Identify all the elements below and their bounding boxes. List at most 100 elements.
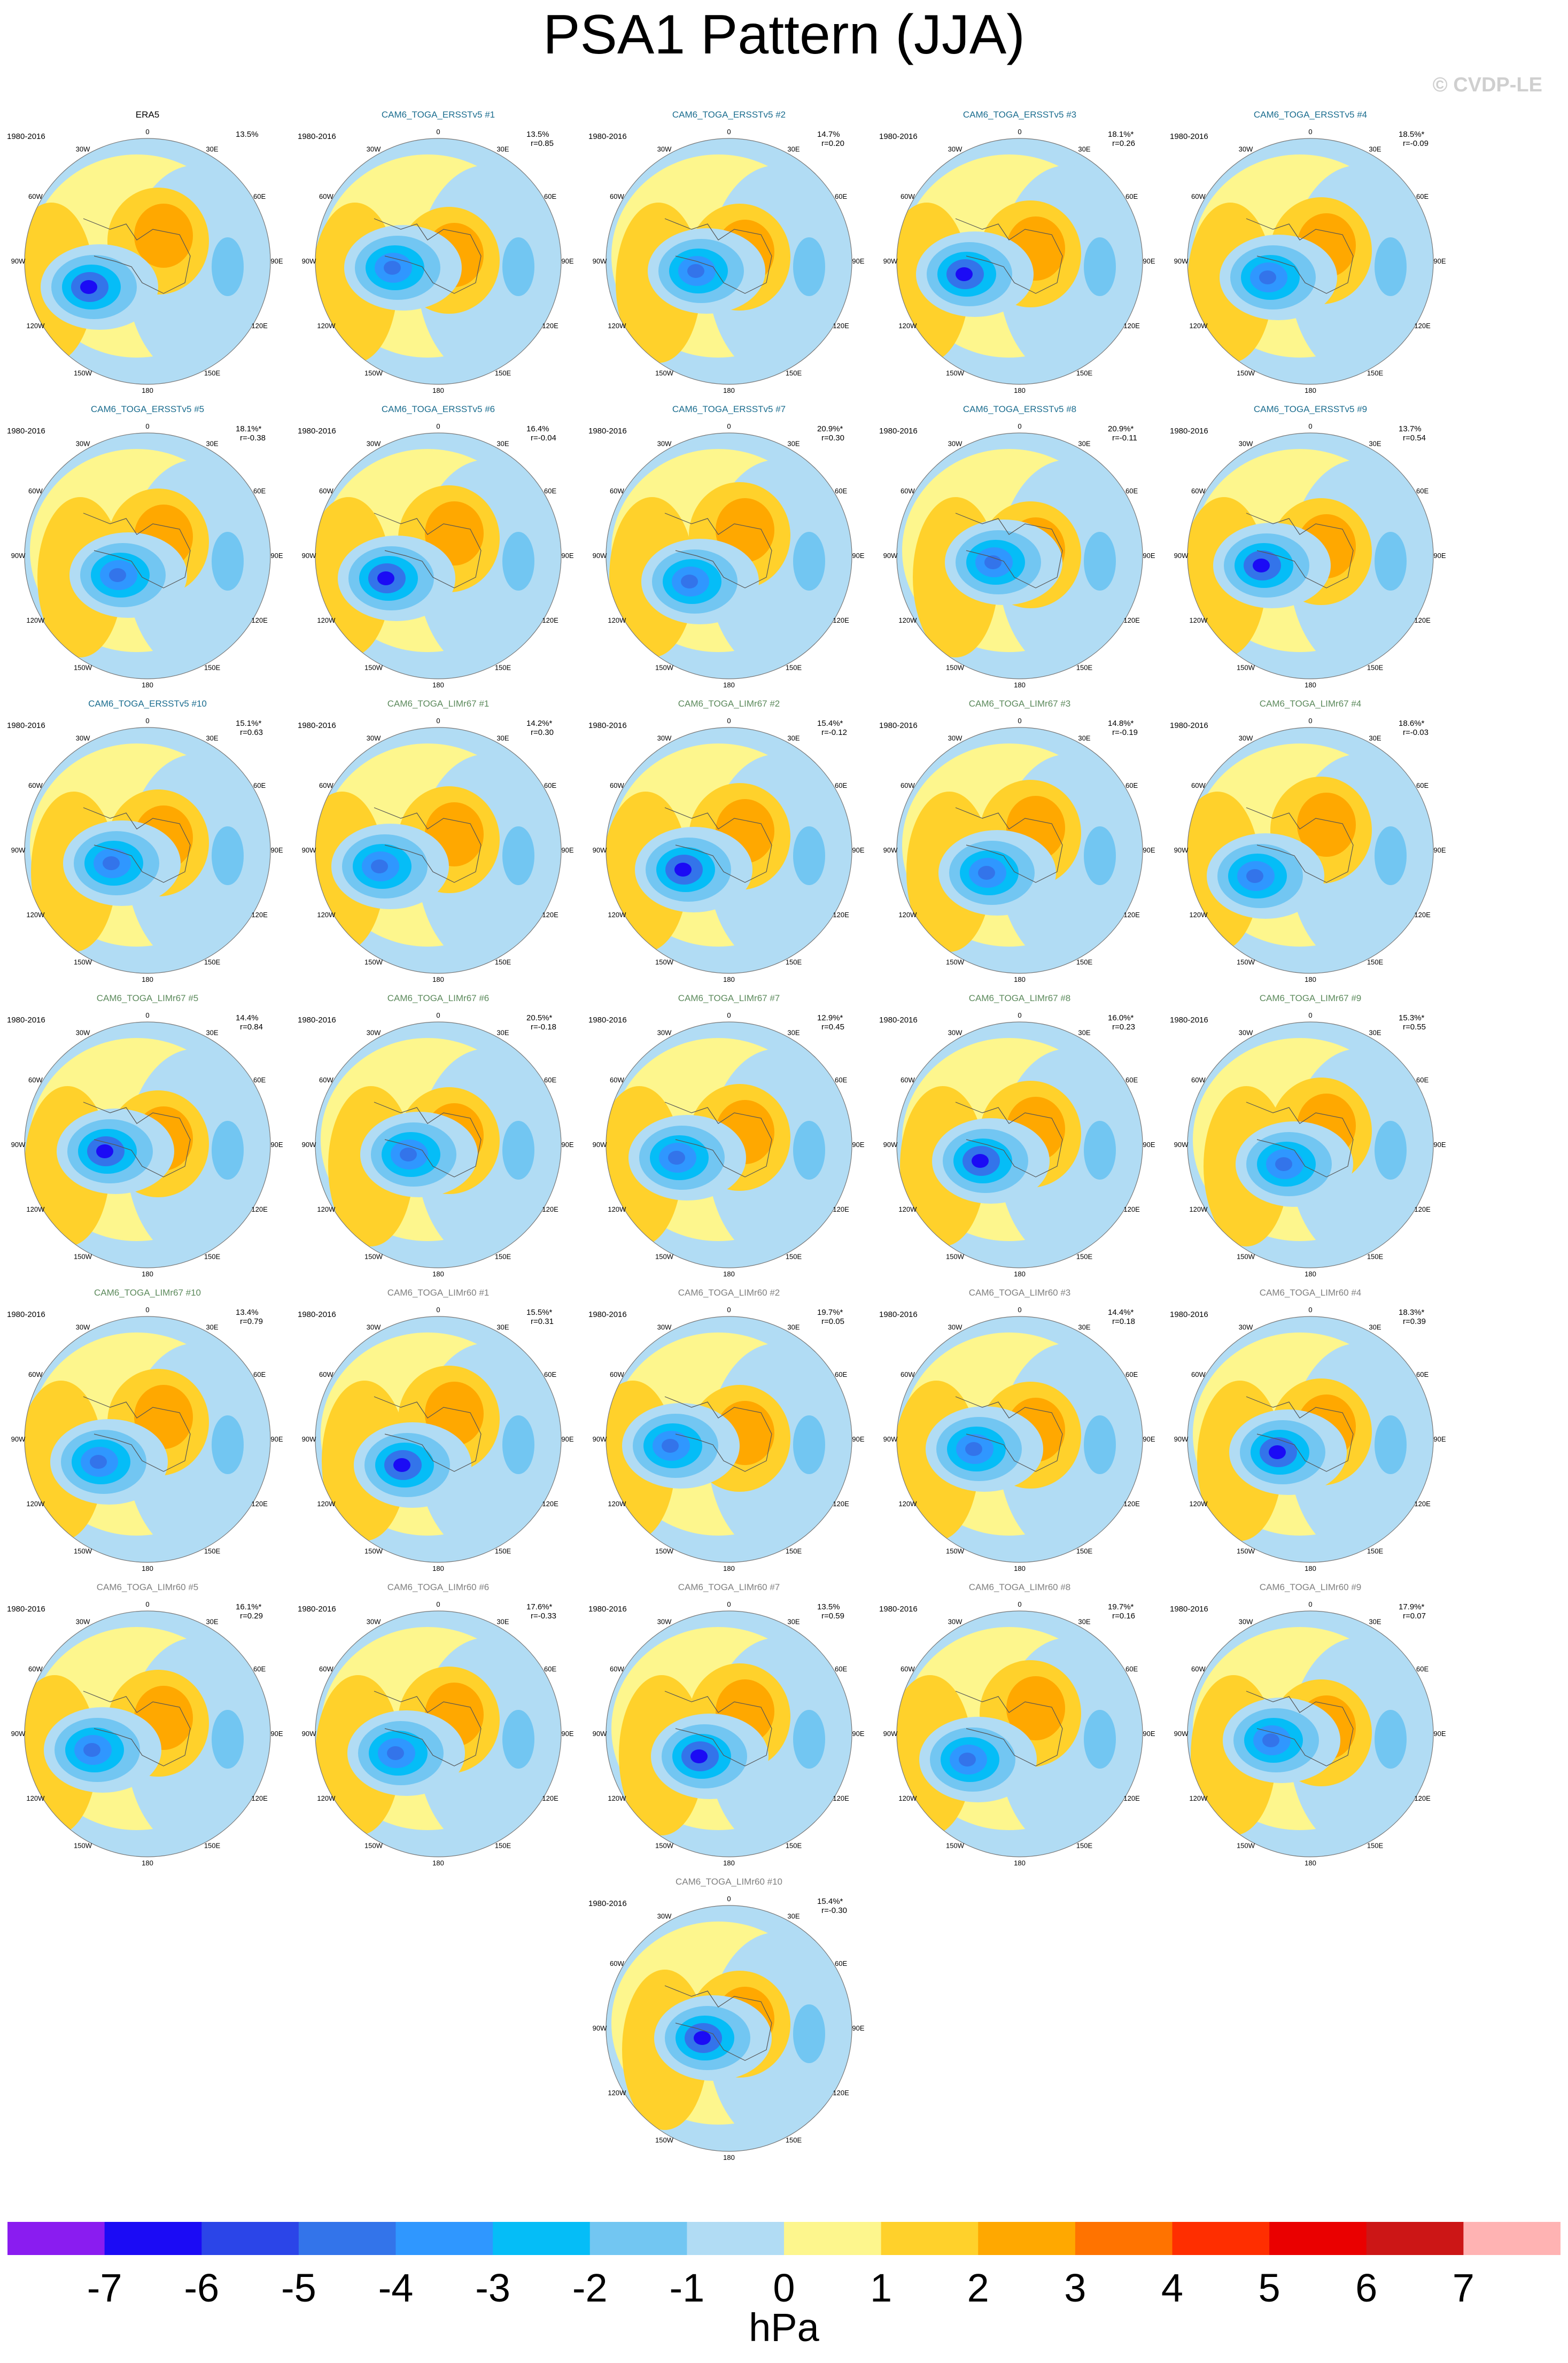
panel-stats: 15.3%* r=0.55 xyxy=(1399,1013,1452,1032)
longitude-label: 120W xyxy=(608,322,626,330)
coastline xyxy=(955,807,1063,883)
longitude-label: 30W xyxy=(948,734,962,742)
panel-title: CAM6_TOGA_LIMr60 #5 xyxy=(96,1582,199,1592)
panel-correlation: r=0.26 xyxy=(1112,139,1135,148)
panel-title: CAM6_TOGA_ERSSTv5 #7 xyxy=(672,404,786,414)
longitude-label: 180 xyxy=(1014,975,1026,983)
longitude-label: 120E xyxy=(1123,1205,1140,1213)
longitude-label: 90W xyxy=(1174,846,1189,854)
anomaly-contour xyxy=(212,1415,244,1474)
longitude-label: 0 xyxy=(1308,1011,1312,1019)
panel-variance-pct: 14.2%* xyxy=(526,719,553,728)
longitude-label: 180 xyxy=(432,681,444,689)
longitude-label: 30W xyxy=(76,1617,90,1625)
longitude-label: 90W xyxy=(883,1730,898,1738)
colorbar-tick-label: -1 xyxy=(669,2266,705,2310)
anomaly-contour xyxy=(90,1455,107,1469)
anomaly-contour xyxy=(1297,793,1356,857)
panel-title: CAM6_TOGA_LIMr67 #6 xyxy=(387,993,490,1003)
panel-title: CAM6_TOGA_LIMr60 #9 xyxy=(1259,1582,1362,1592)
map-panel: CAM6_TOGA_LIMr60 #10 1980-2016 15.4%* r=-0.… xyxy=(583,1877,875,2170)
panel-correlation: r=-0.11 xyxy=(1112,433,1137,443)
longitude-label: 90E xyxy=(270,1435,283,1443)
panel-correlation: r=0.85 xyxy=(531,139,554,148)
longitude-label: 0 xyxy=(145,1011,149,1019)
longitude-label: 150W xyxy=(655,369,674,377)
longitude-label: 60E xyxy=(544,781,556,789)
map-panels-grid: ERA5 1980-2016 13.5% 0 30E 60E 90E 120E 150E 180 1… xyxy=(2,110,1452,2161)
longitude-label: 150E xyxy=(495,958,511,966)
panel-title: CAM6_TOGA_LIMr60 #1 xyxy=(387,1288,490,1298)
longitude-label: 30E xyxy=(1369,1028,1381,1036)
coastline xyxy=(955,1691,1063,1767)
polar-map: 0 30E 60E 90E 120E 150E 180 150W 120W 90W 60W 30W xyxy=(11,1600,283,1867)
longitude-label: 150E xyxy=(1367,369,1384,377)
longitude-label: 30E xyxy=(1369,1323,1381,1331)
longitude-label: 60E xyxy=(1125,487,1138,495)
longitude-label: 0 xyxy=(1018,1011,1021,1019)
longitude-label: 0 xyxy=(727,128,731,136)
longitude-label: 90W xyxy=(302,1141,316,1149)
longitude-label: 90E xyxy=(852,1730,864,1738)
map-boundary xyxy=(24,1021,271,1268)
anomaly-contour xyxy=(694,2031,711,2045)
longitude-label: 90E xyxy=(1143,552,1155,560)
colorbar-swatch xyxy=(1366,2222,1464,2255)
colorbar-tick-label: 5 xyxy=(1258,2266,1280,2310)
longitude-label: 120W xyxy=(26,322,45,330)
anomaly-contour xyxy=(793,1121,825,1180)
panel-stats: 14.4% r=0.84 xyxy=(236,1013,289,1032)
longitude-label: 90E xyxy=(561,846,573,854)
longitude-label: 60W xyxy=(319,1370,333,1378)
anomaly-contour xyxy=(80,280,97,294)
longitude-label: 120E xyxy=(251,322,268,330)
panel-stats: 13.5% r=0.59 xyxy=(817,1602,871,1621)
panel-period: 1980-2016 xyxy=(7,721,45,730)
longitude-label: 30E xyxy=(1369,145,1381,153)
panel-stats: 15.1%* r=0.63 xyxy=(236,719,289,737)
longitude-label: 60W xyxy=(610,1959,624,1967)
longitude-label: 120W xyxy=(608,911,626,919)
coastline xyxy=(955,218,1063,294)
map-panel: CAM6_TOGA_LIMr67 #10 1980-2016 13.4% r=0.79… xyxy=(2,1288,293,1581)
panel-variance-pct: 13.7% xyxy=(1399,424,1422,433)
panel-correlation: r=-0.04 xyxy=(531,433,556,443)
longitude-label: 150W xyxy=(74,1253,92,1261)
longitude-label: 90W xyxy=(1174,552,1189,560)
longitude-label: 150E xyxy=(786,664,802,672)
longitude-label: 90E xyxy=(1143,1141,1155,1149)
longitude-label: 180 xyxy=(432,386,444,394)
panel-stats: 13.5% xyxy=(236,130,289,139)
longitude-label: 180 xyxy=(432,1859,444,1867)
longitude-label: 60W xyxy=(1191,1076,1206,1084)
longitude-label: 90E xyxy=(852,2024,864,2032)
longitude-label: 30W xyxy=(367,439,381,447)
polar-map: 0 30E 60E 90E 120E 150E 180 150W 120W 90W 60W 30W xyxy=(11,1306,283,1572)
colorbar-tick-label: 6 xyxy=(1355,2266,1378,2310)
longitude-label: 180 xyxy=(1014,1859,1026,1867)
panel-title: CAM6_TOGA_LIMr67 #2 xyxy=(678,699,780,709)
copyright-watermark: © CVDP-LE xyxy=(1432,74,1542,96)
longitude-label: 120W xyxy=(898,322,917,330)
longitude-label: 120W xyxy=(1189,1500,1208,1508)
longitude-label: 60E xyxy=(253,1665,266,1673)
longitude-label: 30E xyxy=(1078,1323,1090,1331)
longitude-label: 0 xyxy=(436,1306,440,1314)
longitude-label: 120E xyxy=(542,1205,558,1213)
colorbar-tick-label: 0 xyxy=(773,2266,795,2310)
longitude-label: 150E xyxy=(1076,958,1093,966)
panel-stats: 19.7%* r=0.05 xyxy=(817,1308,871,1326)
longitude-label: 150W xyxy=(946,1547,965,1555)
longitude-label: 0 xyxy=(1308,1600,1312,1608)
anomaly-contour xyxy=(1084,1710,1116,1769)
map-boundary xyxy=(896,432,1143,679)
panel-variance-pct: 14.8%* xyxy=(1108,719,1134,728)
anomaly-contour xyxy=(1375,1415,1407,1474)
longitude-label: 60E xyxy=(1416,1076,1429,1084)
longitude-label: 150W xyxy=(364,1842,383,1850)
longitude-label: 120E xyxy=(1414,1205,1431,1213)
longitude-label: 150E xyxy=(204,1842,221,1850)
anomaly-contour xyxy=(793,1415,825,1474)
longitude-label: 0 xyxy=(436,1011,440,1019)
longitude-label: 150E xyxy=(786,2136,802,2144)
